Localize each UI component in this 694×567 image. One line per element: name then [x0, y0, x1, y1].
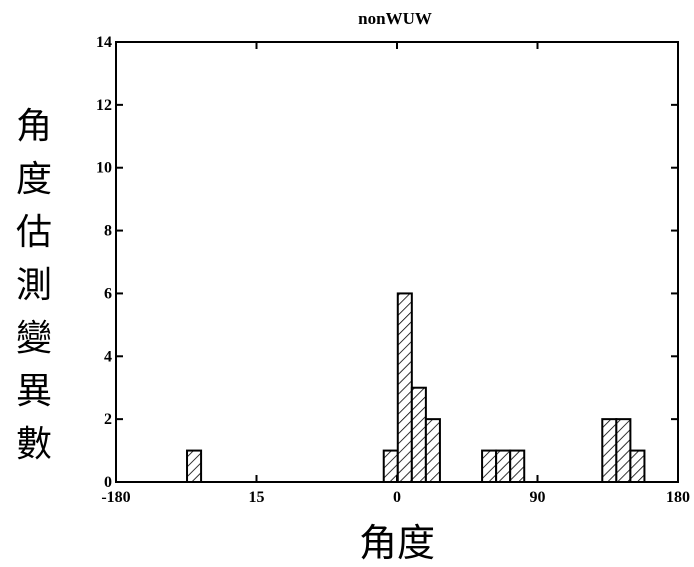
y-axis-label-char-6: 數 [16, 424, 52, 465]
bar-3 [410, 386, 427, 484]
y-tick-label-2: 4 [104, 348, 112, 365]
axis-ticks [115, 41, 679, 483]
chart-title: nonWUW [358, 9, 432, 28]
y-tick-label-7: 14 [96, 34, 112, 51]
bar-9 [615, 418, 632, 483]
x-tick-label-1: 15 [249, 489, 265, 506]
bar-5 [481, 449, 498, 484]
bar-2 [396, 292, 413, 483]
y-axis-label-char-0: 角 [16, 106, 52, 147]
y-tick-label-1: 2 [104, 411, 112, 428]
y-axis-label-char-3: 測 [16, 265, 52, 306]
y-axis-label-char-2: 估 [16, 212, 52, 253]
y-tick-label-3: 6 [104, 285, 112, 302]
y-tick-label-4: 8 [104, 223, 112, 240]
bar-4 [424, 418, 441, 483]
x-tick-label-0: -180 [101, 489, 130, 506]
bar-1 [382, 449, 399, 484]
bar-8 [601, 418, 618, 483]
bars-group [186, 292, 646, 484]
y-tick-label-6: 12 [96, 97, 112, 114]
x-tick-label-3: 90 [530, 489, 546, 506]
y-axis-label-char-4: 變 [16, 318, 52, 359]
x-tick-label-2: 0 [393, 489, 401, 506]
x-tick-labels: -180 15 0 90 180 [101, 489, 690, 506]
y-axis-label: 角度估測變異數 [16, 106, 52, 465]
y-tick-label-0: 0 [104, 474, 112, 491]
y-axis-label-char-1: 度 [16, 159, 52, 200]
bar-0 [186, 449, 203, 484]
bar-10 [629, 449, 646, 484]
bar-6 [495, 449, 512, 484]
y-tick-labels: 0 2 4 6 8 10 12 14 [96, 34, 112, 491]
bar-7 [509, 449, 526, 484]
y-tick-label-5: 10 [96, 160, 112, 177]
x-axis-label: 角度 [359, 521, 435, 565]
x-tick-label-4: 180 [666, 489, 690, 506]
y-axis-label-char-5: 異 [16, 371, 52, 412]
